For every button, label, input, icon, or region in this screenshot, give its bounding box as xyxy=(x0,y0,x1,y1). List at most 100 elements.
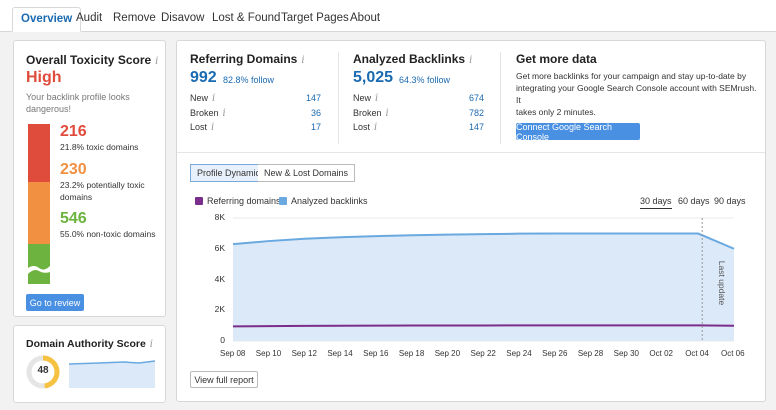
info-icon[interactable]: i xyxy=(375,93,379,104)
backlinks-new-value[interactable]: 674 xyxy=(468,93,484,103)
tab-disavow[interactable]: Disavow xyxy=(161,12,205,24)
legend-referring[interactable]: Referring domains xyxy=(195,196,281,206)
checkbox-icon[interactable] xyxy=(279,197,287,205)
description-line: integrating your Google Search Console a… xyxy=(516,83,757,105)
referring-title-row: Referring Domains i xyxy=(190,52,305,66)
potentially-toxic-bar-segment xyxy=(28,182,50,244)
backlinks-title-row: Analyzed Backlinks i xyxy=(353,52,472,66)
backlinks-line xyxy=(232,232,735,250)
tab-overview[interactable]: Overview xyxy=(12,7,82,32)
main-panel xyxy=(176,40,766,402)
get-more-title: Get more data xyxy=(516,52,597,66)
x-tick-label: Sep 12 xyxy=(291,349,317,358)
backlinks-lost-value[interactable]: 147 xyxy=(468,122,484,132)
referring-lost-value[interactable]: 17 xyxy=(310,122,321,132)
description-line: dangerous! xyxy=(26,104,72,114)
referring-broken-value[interactable]: 36 xyxy=(310,108,321,118)
referring-line xyxy=(232,324,735,328)
description-line: takes only 2 minutes. xyxy=(516,107,596,117)
referring-broken-label: Broken i xyxy=(190,108,226,119)
x-tick-label: Oct 06 xyxy=(721,349,745,358)
authority-score-ring xyxy=(26,355,60,389)
tab-target-pages[interactable]: Target Pages xyxy=(281,12,349,24)
legend-label: Referring domains xyxy=(207,196,281,206)
toxicity-panel: Overall Toxicity Score i High Your backli… xyxy=(13,40,166,317)
referring-follow: 82.8% follow xyxy=(223,75,275,85)
potentially-toxic-pct: domains xyxy=(60,192,93,202)
row-label: New xyxy=(353,93,372,103)
profile-dynamic-toggle[interactable]: Profile Dynamic xyxy=(190,164,268,182)
y-tick-label: 4K xyxy=(214,273,225,284)
new-lost-domains-toggle[interactable]: New & Lost Domains xyxy=(258,164,356,182)
toxicity-description: Your backlink profile looks dangerous! xyxy=(26,91,130,115)
tab-about[interactable]: About xyxy=(350,12,381,24)
range-60-days[interactable]: 60 days xyxy=(678,196,710,206)
tab-lost-found[interactable]: Lost & Found xyxy=(212,12,281,24)
referring-new-label: New i xyxy=(190,93,215,104)
connect-gsc-button[interactable]: Connect Google Search Console xyxy=(516,122,640,142)
y-tick-label: 8K xyxy=(214,212,225,222)
referring-lost-label: Lost i xyxy=(190,122,214,133)
x-tick-label: Sep 28 xyxy=(577,349,604,358)
referring-new-value[interactable]: 147 xyxy=(305,93,321,103)
toxicity-title: Overall Toxicity Score xyxy=(26,53,152,67)
non-toxic-pct: 55.0% non-toxic domains xyxy=(60,229,156,239)
info-icon[interactable]: i xyxy=(469,55,473,66)
x-tick-label: Oct 02 xyxy=(649,349,673,358)
info-icon[interactable]: i xyxy=(212,93,216,104)
potentially-toxic-stat: 230 23.2% potentially toxic domains xyxy=(60,161,145,203)
row-label: Lost xyxy=(190,122,208,132)
info-icon[interactable]: i xyxy=(211,122,215,133)
divider xyxy=(177,152,765,153)
divider xyxy=(338,52,339,144)
x-tick-label: Sep 20 xyxy=(434,349,461,358)
info-icon[interactable]: i xyxy=(155,56,159,67)
range-90-days[interactable]: 90 days xyxy=(714,196,746,206)
toxic-pct: 21.8% toxic domains xyxy=(60,142,139,152)
toxic-value: 216 xyxy=(60,123,87,140)
toxicity-title-row: Overall Toxicity Score i xyxy=(26,53,158,67)
info-icon[interactable]: i xyxy=(222,108,226,119)
legend-backlinks[interactable]: Analyzed backlinks xyxy=(279,196,368,206)
backlinks-total[interactable]: 5,025 xyxy=(353,69,394,86)
non-toxic-value: 546 xyxy=(60,210,87,227)
checkbox-icon[interactable] xyxy=(195,197,203,205)
backlinks-broken-value[interactable]: 782 xyxy=(468,108,484,118)
authority-title: Domain Authority Score xyxy=(26,338,146,350)
referring-total[interactable]: 992 xyxy=(190,69,217,86)
authority-sparkline xyxy=(69,360,155,388)
x-tick-label: Sep 10 xyxy=(255,349,282,358)
authority-panel: Domain Authority Score i 48 xyxy=(13,325,166,403)
toxic-stat: 216 21.8% toxic domains xyxy=(60,123,138,153)
authority-score: 48 xyxy=(37,365,49,376)
info-icon[interactable]: i xyxy=(374,122,378,133)
non-toxic-bar-segment xyxy=(28,244,50,284)
potentially-toxic-pct: 23.2% potentially toxic xyxy=(60,180,145,190)
backlinks-new-label: New i xyxy=(353,93,378,104)
x-tick-label: Sep 08 xyxy=(220,349,246,358)
row-label: Broken xyxy=(190,108,219,118)
divider xyxy=(500,52,501,144)
toxic-bar-segment xyxy=(28,124,50,182)
x-tick-label: Oct 04 xyxy=(685,349,709,358)
view-full-report-button[interactable]: View full report xyxy=(190,371,258,388)
backlinks-title: Analyzed Backlinks xyxy=(353,52,466,66)
x-tick-label: Sep 16 xyxy=(363,349,389,358)
go-to-review-button[interactable]: Go to review xyxy=(26,294,84,311)
bar-break-icon xyxy=(28,266,50,274)
info-icon[interactable]: i xyxy=(149,339,153,350)
x-tick-label: Sep 18 xyxy=(398,349,425,358)
backlinks-area xyxy=(233,233,734,341)
range-30-days[interactable]: 30 days xyxy=(640,196,672,209)
tab-audit[interactable]: Audit xyxy=(76,12,103,24)
x-tick-label: Sep 22 xyxy=(470,349,496,358)
x-tick-label: Sep 26 xyxy=(542,349,568,358)
authority-title-row: Domain Authority Score i xyxy=(26,336,153,350)
row-label: Lost xyxy=(353,122,371,132)
get-more-description: Get more backlinks for your campaign and… xyxy=(516,70,761,118)
tab-bar: Overview Audit Remove Disavow Lost & Fou… xyxy=(0,0,776,32)
y-tick-label: 6K xyxy=(214,242,225,253)
info-icon[interactable]: i xyxy=(301,55,305,66)
info-icon[interactable]: i xyxy=(385,108,389,119)
tab-remove[interactable]: Remove xyxy=(113,12,156,24)
